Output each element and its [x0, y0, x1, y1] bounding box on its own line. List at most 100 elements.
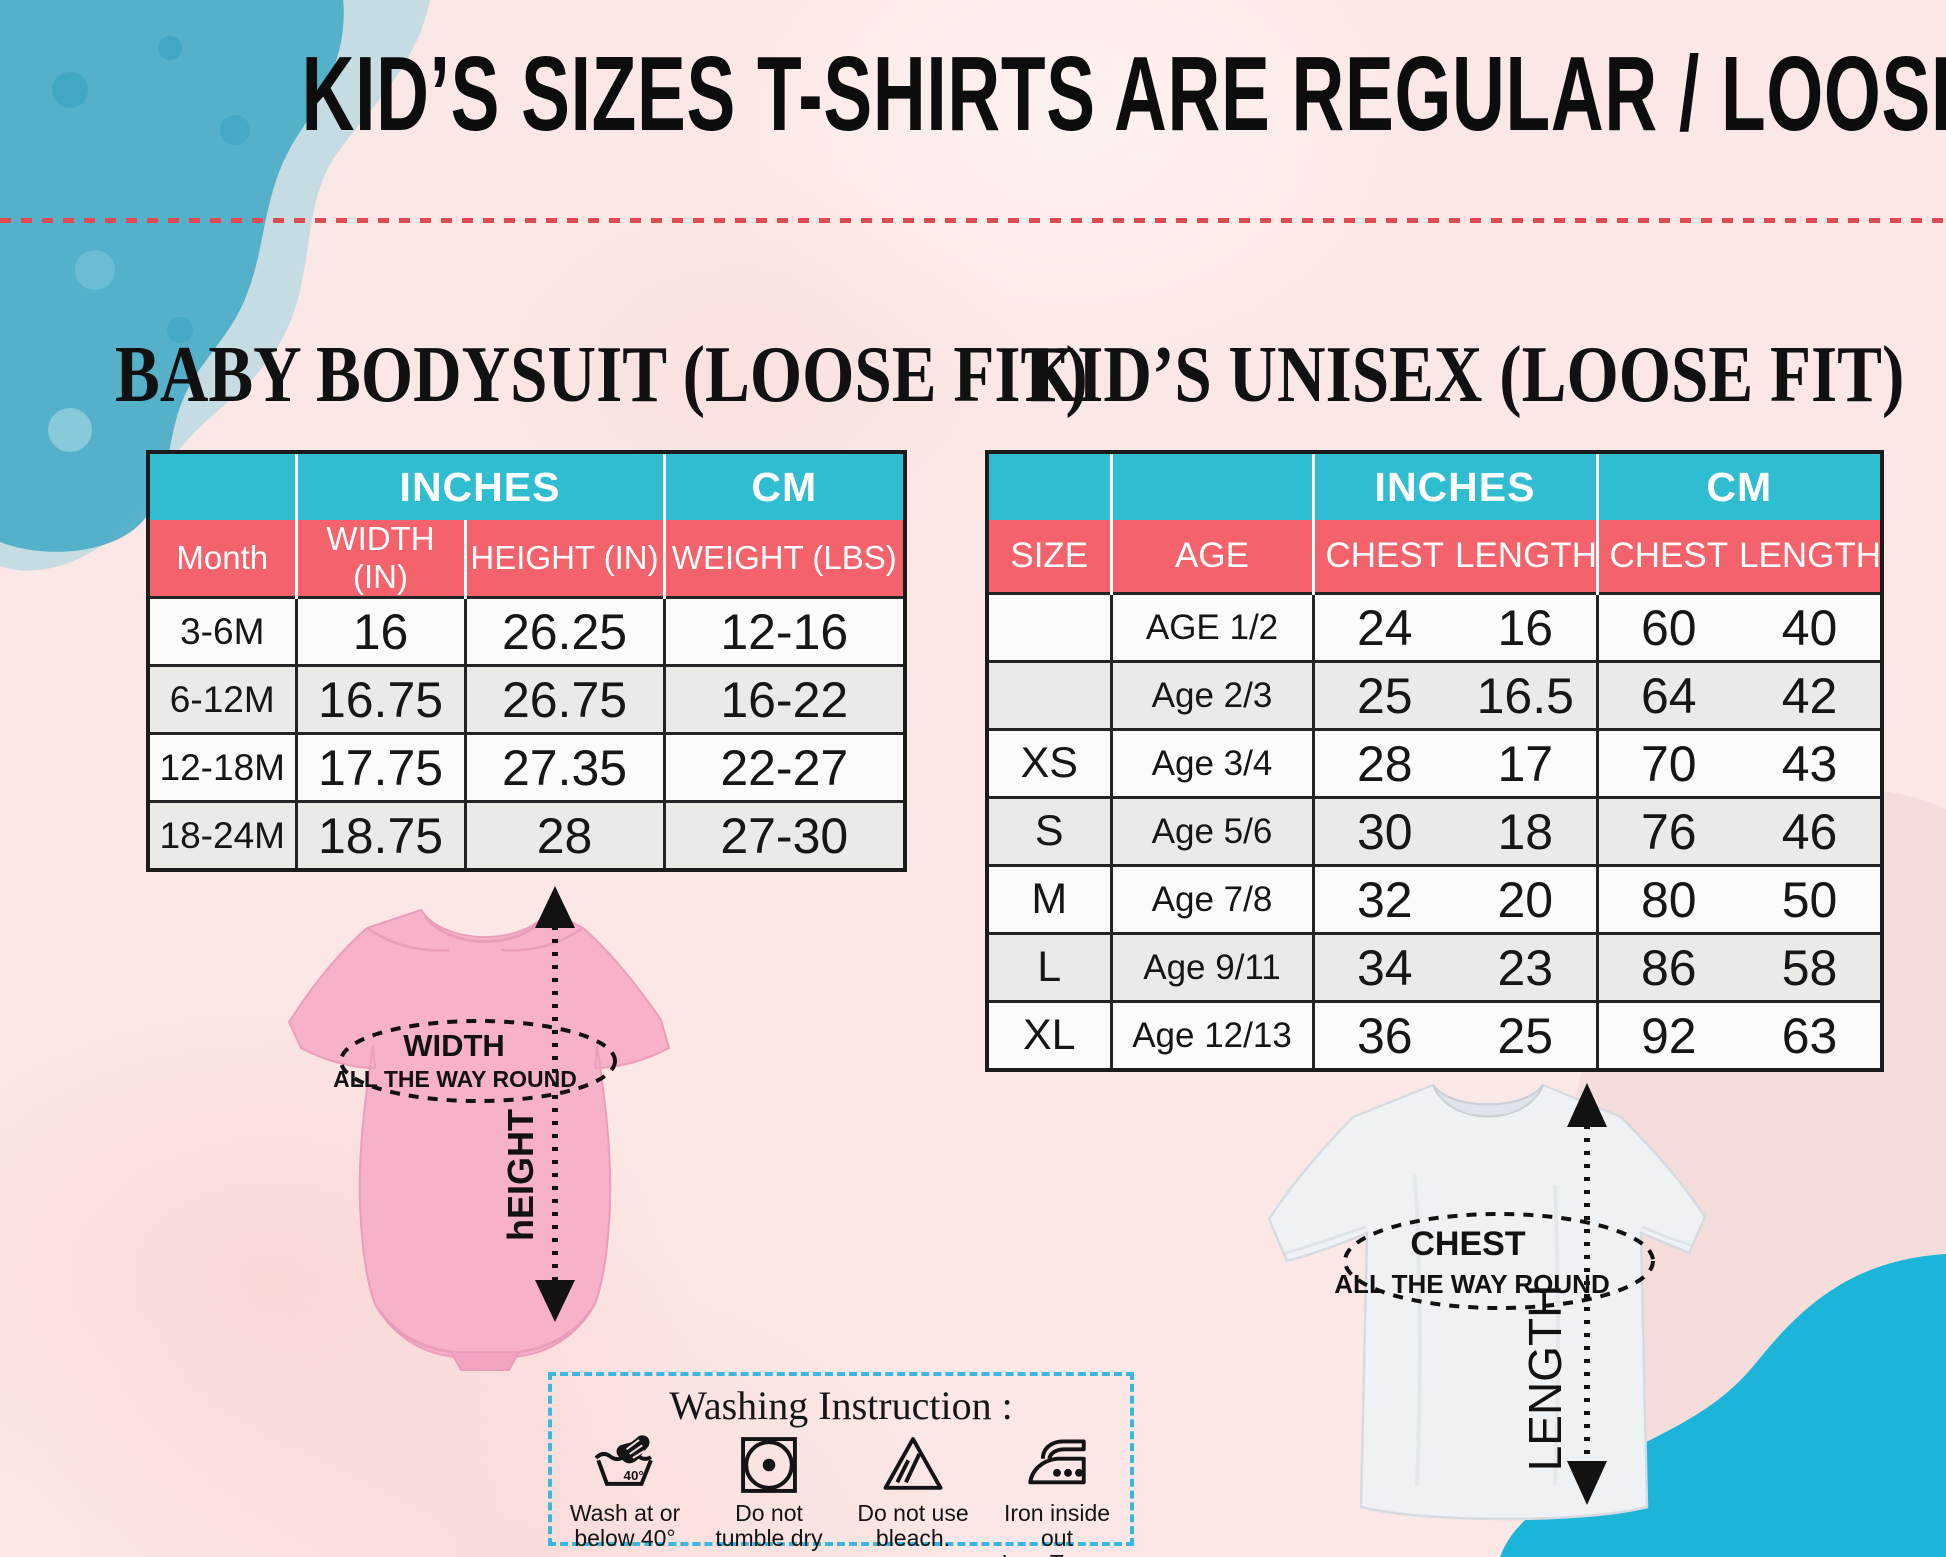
kids-table-body: AGE 1/2 24 16 60 40 Age 2/3 25 16.5 64 4… [987, 592, 1883, 1070]
column-header-length-cm: LENGTH [1739, 520, 1883, 594]
table-row: 18-24M 18.75 28 27-30 [148, 800, 906, 870]
table-cell-height: 26.25 [463, 596, 665, 666]
length-label: LENGTH [1519, 1285, 1571, 1472]
washing-item-iron: Iron inside out Low Temp. [986, 1432, 1128, 1557]
table-row: XS Age 3/4 28 17 70 43 [987, 728, 1883, 798]
table-cell-length-cm: 58 [1739, 932, 1883, 1002]
height-label: hEIGHT [500, 1109, 541, 1241]
bodysuit-illustration [287, 908, 671, 1360]
table-cell-height: 28 [463, 800, 665, 870]
kids-sizes-table: INCHES CM SIZE AGE CHEST LENGTH CHEST LE… [985, 450, 1885, 1072]
table-cell-size: XL [987, 1000, 1111, 1070]
caption-line: below 40° [574, 1525, 676, 1551]
arrow-down-icon [1567, 1461, 1607, 1505]
group-header-empty [148, 452, 296, 520]
watercolor-blob-top-left [0, 0, 344, 552]
table-cell-height: 27.35 [463, 732, 665, 802]
arrow-down-icon [535, 1280, 575, 1322]
table-cell-width: 16 [294, 596, 465, 666]
table-cell-width: 16.75 [294, 664, 465, 734]
chest-round-label: ALL THE WAY ROUND [1334, 1269, 1609, 1299]
table-cell-month: 12-18M [148, 732, 296, 802]
caption-line: Do not [735, 1500, 803, 1526]
table-cell-chest-in: 28 [1311, 728, 1455, 798]
bodysuit-lap-shoulder-seam [500, 926, 584, 952]
table-cell-weight: 27-30 [662, 800, 906, 870]
table-cell-age: Age 9/11 [1109, 932, 1313, 1002]
table-cell-width: 17.75 [294, 732, 465, 802]
bodysuit-diagram: WIDTH ALL THE WAY ROUND hEIGHT [287, 886, 671, 1371]
group-header-empty [987, 452, 1111, 520]
column-header-width-in: WIDTH (IN) [294, 520, 465, 598]
table-cell-chest-cm: 80 [1595, 864, 1740, 934]
table-row: 12-18M 17.75 27.35 22-27 [148, 732, 906, 802]
table-cell-length-in: 25 [1455, 1000, 1598, 1070]
table-cell-age: Age 12/13 [1109, 1000, 1313, 1070]
width-label: WIDTH [403, 1028, 505, 1063]
tshirt-fold-crease [1413, 1174, 1422, 1486]
table-cell-length-cm: 50 [1739, 864, 1883, 934]
table-cell-chest-cm: 64 [1595, 660, 1740, 730]
caption-line: bleach. [875, 1525, 951, 1551]
table-cell-chest-cm: 76 [1595, 796, 1740, 866]
tshirt-sleeve-seam [1284, 1225, 1366, 1255]
table-cell-chest-cm: 86 [1595, 932, 1740, 1002]
tshirt-sleeve-seam [1642, 1225, 1692, 1247]
column-header-month: Month [148, 520, 296, 598]
kids-section-heading: KID’S UNISEX (LOOSE FIT) [1025, 331, 1905, 419]
table-row: L Age 9/11 34 23 86 58 [987, 932, 1883, 1002]
table-cell-weight: 16-22 [662, 664, 906, 734]
watercolor-speckle [158, 36, 182, 60]
width-measure-ellipse [339, 1019, 617, 1103]
group-header-cm: CM [1595, 452, 1883, 520]
table-cell-length-in: 18 [1455, 796, 1598, 866]
do-not-tumble-dry-icon [741, 1437, 797, 1493]
table-cell-month: 3-6M [148, 596, 296, 666]
table-cell-chest-in: 30 [1311, 796, 1455, 866]
column-header-size: SIZE [987, 520, 1111, 594]
chest-label: CHEST [1410, 1225, 1525, 1263]
table-cell-month: 18-24M [148, 800, 296, 870]
width-round-label: ALL THE WAY ROUND [333, 1066, 577, 1092]
baby-sizes-table: INCHES CM Month WIDTH (IN) HEIGHT (IN) W… [146, 450, 908, 872]
caption-line: Do not use [857, 1500, 969, 1526]
tshirt-fold-crease [1553, 1184, 1560, 1486]
tshirt-illustration [1267, 1083, 1707, 1521]
bodysuit-lap-shoulder-seam [366, 926, 450, 952]
table-cell-chest-in: 24 [1311, 592, 1455, 662]
table-cell-length-cm: 63 [1739, 1000, 1883, 1070]
table-cell-age: Age 3/4 [1109, 728, 1313, 798]
table-cell-size: XS [987, 728, 1111, 798]
table-cell-length-in: 20 [1455, 864, 1598, 934]
bodysuit-neckband-seam [423, 915, 547, 943]
column-header-height-in: HEIGHT (IN) [463, 520, 665, 598]
do-not-bleach-icon [883, 1437, 943, 1490]
table-cell-length-cm: 43 [1739, 728, 1883, 798]
washing-item-tumble-dry: Do not tumble dry [698, 1432, 840, 1551]
watercolor-speckle [52, 72, 88, 108]
caption-line: Iron inside out [1003, 1500, 1111, 1551]
table-cell-chest-cm: 92 [1595, 1000, 1740, 1070]
caption-line: Low Temp. [986, 1551, 1128, 1557]
table-row: 6-12M 16.75 26.75 16-22 [148, 664, 906, 734]
table-row: M Age 7/8 32 20 80 50 [987, 864, 1883, 934]
group-header-inches: INCHES [294, 452, 665, 520]
table-cell-length-in: 16 [1455, 592, 1598, 662]
column-header-row: SIZE AGE CHEST LENGTH CHEST LENGTH [987, 520, 1883, 594]
table-cell-length-in: 23 [1455, 932, 1598, 1002]
tshirt-diagram: CHEST ALL THE WAY ROUND LENGTH [1267, 1083, 1707, 1521]
unit-group-header-row: INCHES CM [987, 452, 1883, 520]
iron-low-temp-icon [1028, 1439, 1086, 1485]
table-cell-length-cm: 42 [1739, 660, 1883, 730]
table-cell-month: 6-12M [148, 664, 296, 734]
table-cell-length-in: 16.5 [1455, 660, 1598, 730]
watercolor-speckle [220, 115, 250, 145]
table-cell-size [987, 660, 1111, 730]
page-title: KID’S SIZES T-SHIRTS ARE REGULAR / LOOSE… [301, 35, 1946, 153]
table-cell-chest-in: 32 [1311, 864, 1455, 934]
watercolor-speckle [48, 408, 92, 452]
baby-section-heading: BABY BODYSUIT (LOOSE FIT) [115, 331, 1088, 419]
washing-caption: Iron inside out Low Temp. [986, 1501, 1128, 1557]
group-header-cm: CM [662, 452, 906, 520]
washing-items-row: 40° Wash at or below 40° Do not tumble d… [552, 1432, 1130, 1557]
